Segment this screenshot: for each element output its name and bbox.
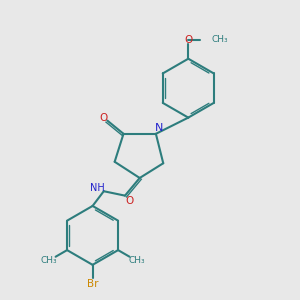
Text: O: O [125,196,134,206]
Text: CH₃: CH₃ [128,256,145,265]
Text: NH: NH [90,183,105,193]
Text: Br: Br [87,279,98,289]
Text: CH₃: CH₃ [211,35,228,44]
Text: CH₃: CH₃ [40,256,57,265]
Text: O: O [100,112,108,123]
Text: O: O [184,34,192,45]
Text: N: N [154,123,163,133]
